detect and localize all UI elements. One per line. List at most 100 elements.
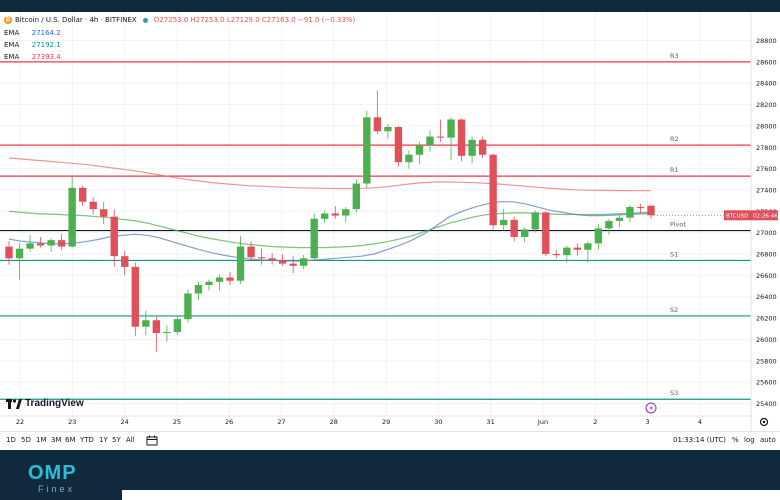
candle-body bbox=[89, 201, 97, 210]
candle bbox=[478, 136, 487, 158]
candle-body bbox=[78, 187, 87, 202]
candle bbox=[205, 279, 213, 291]
candle bbox=[15, 243, 24, 280]
candle-body bbox=[215, 277, 224, 282]
candle bbox=[121, 250, 129, 276]
time-tick-label: 29 bbox=[382, 418, 390, 426]
candle bbox=[268, 252, 276, 265]
candle-body bbox=[110, 216, 118, 257]
price-tick-label: 28800 bbox=[756, 37, 777, 45]
bitcoin-icon: ₿ bbox=[4, 16, 12, 24]
candle-body bbox=[152, 320, 161, 334]
candle bbox=[331, 205, 339, 219]
time-axis[interactable]: 22 23 24 25 26 27 28 29 30 31 Jun 2 3 4 bbox=[16, 418, 702, 426]
log-toggle[interactable]: log bbox=[744, 436, 755, 444]
candle-body bbox=[605, 220, 613, 229]
candle-body bbox=[47, 240, 55, 246]
candle-body bbox=[563, 247, 571, 256]
timeframe-1d[interactable]: 1D bbox=[6, 436, 16, 444]
candle bbox=[194, 281, 203, 300]
timeframe-ytd[interactable]: YTD bbox=[80, 436, 94, 444]
footer-logo-subtitle: Finex bbox=[38, 484, 76, 494]
settings-gear-icon[interactable] bbox=[759, 417, 769, 427]
symbol-title[interactable]: Bitcoin / U.S. Dollar · 4h · BITFINEX bbox=[15, 16, 137, 24]
timeframe-6m[interactable]: 6M bbox=[65, 436, 76, 444]
candle-body bbox=[289, 263, 297, 266]
ema-value: 27164.2 bbox=[31, 29, 61, 37]
timeframe-1y[interactable]: 1Y bbox=[99, 436, 108, 444]
price-chart[interactable]: R3 R2 R1 Pivot S1 S2 S3 25400 25600 25800 26000 26… bbox=[0, 12, 780, 431]
candle bbox=[152, 317, 161, 353]
tradingview-mark-icon bbox=[6, 398, 22, 409]
candle-body bbox=[573, 247, 582, 250]
candle bbox=[163, 325, 171, 342]
candle bbox=[426, 130, 434, 152]
tradingview-logo[interactable]: TradingView bbox=[6, 398, 84, 409]
candle bbox=[647, 205, 655, 219]
candle bbox=[615, 213, 624, 228]
candle-body bbox=[15, 248, 24, 259]
candle-body bbox=[57, 240, 66, 247]
auto-toggle[interactable]: auto bbox=[760, 436, 776, 444]
candle-body bbox=[331, 213, 339, 216]
candle-body bbox=[384, 126, 392, 132]
price-axis[interactable]: 25400 25600 25800 26000 26200 26400 26600 26800… bbox=[756, 37, 777, 408]
price-tick-label: 26600 bbox=[756, 272, 777, 280]
ema-legend-2[interactable]: EMA 27192.1 bbox=[4, 41, 61, 49]
candle-body bbox=[184, 293, 192, 320]
date-range-calendar-icon[interactable] bbox=[146, 435, 158, 446]
lightning-icon[interactable] bbox=[645, 402, 657, 414]
price-tick-label: 26200 bbox=[756, 315, 777, 323]
ema-label: EMA bbox=[4, 53, 20, 61]
candle-body bbox=[499, 219, 508, 226]
candle bbox=[563, 245, 571, 263]
price-tick-label: 27600 bbox=[756, 165, 777, 173]
candle-body bbox=[626, 207, 634, 218]
time-tick-label: 4 bbox=[698, 418, 702, 426]
time-tick-label: 23 bbox=[68, 418, 76, 426]
candle-body bbox=[584, 243, 592, 250]
candle bbox=[352, 179, 360, 213]
footer-accent-bar bbox=[122, 490, 780, 500]
timeframe-all[interactable]: All bbox=[126, 436, 135, 444]
timeframe-5y[interactable]: 5Y bbox=[112, 436, 121, 444]
candle bbox=[626, 204, 634, 222]
price-tick-label: 28600 bbox=[756, 58, 777, 66]
candle-body bbox=[426, 136, 434, 146]
time-tick-label: 25 bbox=[173, 418, 181, 426]
candle-body bbox=[205, 281, 213, 285]
ema-legend-1[interactable]: EMA 27164.2 bbox=[4, 29, 61, 37]
timeframe-1m[interactable]: 1M bbox=[36, 436, 47, 444]
candle-body bbox=[636, 207, 645, 209]
candle bbox=[342, 207, 350, 222]
time-tick-label: 31 bbox=[487, 418, 495, 426]
percent-toggle[interactable]: % bbox=[732, 436, 739, 444]
candle bbox=[468, 136, 476, 164]
price-tick-label: 25800 bbox=[756, 357, 777, 365]
candle-body bbox=[194, 284, 203, 294]
candle bbox=[457, 118, 466, 162]
timeframe-3m[interactable]: 3M bbox=[51, 436, 62, 444]
pivot-label-r3: R3 bbox=[670, 52, 679, 60]
candle bbox=[321, 210, 329, 224]
candle-body bbox=[163, 331, 171, 334]
pivot-label-s3: S3 bbox=[670, 389, 678, 397]
timeframe-5d[interactable]: 5D bbox=[21, 436, 31, 444]
candle-body bbox=[36, 243, 45, 246]
last-price-symbol: BTCUSD bbox=[726, 213, 748, 219]
utc-clock[interactable]: 01:33:14 (UTC) bbox=[673, 436, 727, 444]
candle-body bbox=[594, 228, 603, 244]
candle bbox=[447, 117, 455, 161]
pivot-label-s1: S1 bbox=[670, 250, 678, 258]
ema-legend-3[interactable]: EMA 27393.4 bbox=[4, 53, 61, 61]
price-tick-label: 28400 bbox=[756, 80, 777, 88]
candle bbox=[184, 289, 192, 323]
ema-value: 27192.1 bbox=[31, 41, 61, 49]
price-tick-label: 28000 bbox=[756, 122, 777, 130]
candle-body bbox=[363, 117, 371, 184]
candle bbox=[215, 274, 224, 291]
candle bbox=[47, 238, 55, 252]
price-tick-label: 27400 bbox=[756, 186, 777, 194]
candle bbox=[594, 224, 603, 250]
